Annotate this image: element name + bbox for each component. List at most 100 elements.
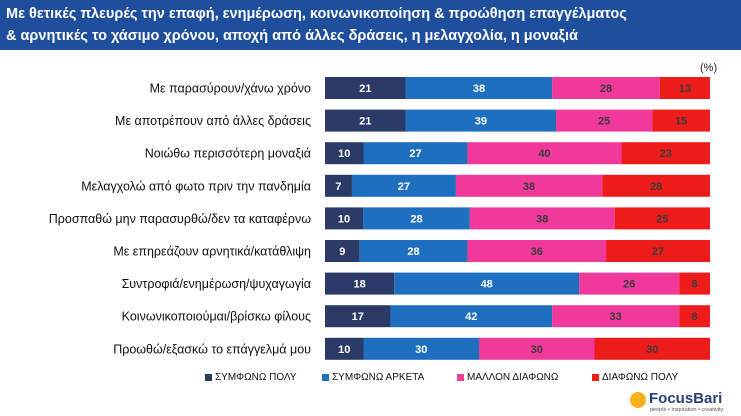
bar-segment [606,240,710,262]
legend-swatch [322,374,329,381]
data-label: 27 [409,148,421,160]
legend-label: ΣΥΜΦΩΝΩ ΑΡΚΕΤΑ [332,372,425,383]
bar-segment [405,77,553,99]
category-label: Με επηρεάζουν αρνητικά/κατάθλιψη [113,245,311,259]
data-label: 28 [600,83,612,95]
data-label: 13 [679,83,691,95]
bar-segment [405,109,556,132]
data-label: 25 [598,116,610,128]
logo-mark-icon [630,392,646,408]
data-label: 40 [538,148,550,160]
data-label: 7 [335,181,341,193]
data-label: 36 [531,246,543,258]
bar-segment [579,272,680,295]
bar-segment [325,142,364,165]
data-label: 25 [656,213,668,225]
logo-text: FocusBari [649,390,723,407]
bar-segment [325,337,364,360]
category-label: Προωθώ/εξασκώ το επάγγελμά μου [113,342,311,356]
data-label: 18 [354,279,366,291]
data-label: 28 [650,181,662,193]
category-label: Κοινωνικοποιούμαι/βρίσκω φίλους [122,310,311,324]
bar-segment [325,109,406,132]
bar-segment [467,142,622,165]
legend-item: ΣΥΜΦΩΝΩ ΠΟΛΥ [205,372,297,383]
data-label: 8 [692,311,698,323]
bar-segment [325,272,395,295]
legend-swatch [457,374,464,381]
bar-segment [679,272,710,295]
legend-swatch [592,374,599,381]
data-label: 39 [475,116,487,128]
bar-segment [325,77,406,99]
data-label: 38 [536,213,548,225]
bar-segment [594,337,710,360]
data-label: 33 [610,311,622,323]
data-label: 27 [652,246,664,258]
bar-segment [325,174,352,197]
data-label: 48 [481,279,493,291]
legend-item: ΔΙΑΦΩΝΩ ΠΟΛΥ [592,372,678,383]
data-label: 26 [623,279,635,291]
bar-segment [552,77,660,99]
title-banner: Με θετικές πλευρές την επαφή, ενημέρωση,… [0,0,741,50]
bar-segment [467,240,607,262]
data-label: 10 [338,344,350,356]
chart-title-line-1: Με θετικές πλευρές την επαφή, ενημέρωση,… [6,6,627,22]
logo-tagline: people • inspiration • creativity [650,407,724,413]
data-label: 9 [339,246,345,258]
category-label: Προσπαθώ μην παρασυρθώ/δεν τα καταφέρνω [49,212,311,226]
data-label: 30 [646,344,658,356]
bar-segment [325,305,391,328]
legend-item: ΣΥΜΦΩΝΩ ΑΡΚΕΤΑ [322,372,424,383]
category-label: Νοιώθω περισσότερη μοναξιά [145,147,311,161]
stacked-bar-chart: Με παρασύρουν/χάνω χρόνο 21 38 28 13 Με αποτρ… [49,77,710,360]
bar-segment [363,337,479,360]
category-label: Με αποτρέπουν από άλλες δράσεις [115,114,311,128]
data-label: 30 [415,344,427,356]
legend-item: ΜΑΛΛΟΝ ΔΙΑΦΩΝΩ [457,372,558,383]
bar-segment [325,207,364,230]
data-label: 8 [692,279,698,291]
legend-label: ΣΥΜΦΩΝΩ ΠΟΛΥ [215,372,297,383]
bar-segment [359,240,468,262]
data-label: 38 [473,83,485,95]
bar-segment [363,142,468,165]
bar-segment [652,109,710,132]
bar-segment [679,305,710,328]
bar-segment [455,174,603,197]
data-label: 27 [398,181,410,193]
data-label: 15 [675,116,687,128]
data-label: 23 [660,148,672,160]
category-label: Με παρασύρουν/χάνω χρόνο [150,82,311,96]
category-label: Μελαγχολώ από φωτο πριν την πανδημία [81,179,311,193]
bar-segment [351,174,456,197]
data-label: 17 [352,311,364,323]
legend-label: ΔΙΑΦΩΝΩ ΠΟΛΥ [602,372,679,383]
data-label: 21 [359,116,371,128]
data-label: 30 [531,344,543,356]
bar-segment [479,337,595,360]
data-label: 28 [410,213,422,225]
bar-segment [552,305,680,328]
focusbari-logo: FocusBari people • inspiration • creativ… [630,388,740,414]
legend-swatch [205,374,212,381]
unit-label: (%) [700,62,718,74]
bar-segment [614,207,710,230]
bar-segment [394,272,580,295]
bar-segment [363,207,470,230]
legend-label: ΜΑΛΛΟΝ ΔΙΑΦΩΝΩ [467,372,559,383]
bar-segment [602,174,710,197]
data-label: 42 [465,311,477,323]
bar-segment [390,305,553,328]
data-label: 28 [407,246,419,258]
data-label: 38 [523,181,535,193]
legend: ΣΥΜΦΩΝΩ ΠΟΛΥ ΣΥΜΦΩΝΩ ΑΡΚΕΤΑ ΜΑΛΛΟΝ ΔΙΑΦΩΝΩ… [0,372,741,390]
chart-title-line-2: & αρνητικές το χάσιμο χρόνου, αποχή από … [6,28,578,44]
data-label: 10 [338,148,350,160]
data-label: 21 [359,83,371,95]
category-label: Συντροφιά/ενημέρωση/ψυχαγωγία [122,277,311,291]
bar-segment [621,142,710,165]
bar-segment [469,207,615,230]
bar-segment [325,240,360,262]
